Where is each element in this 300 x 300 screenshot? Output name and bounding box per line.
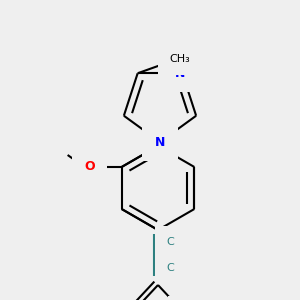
Text: O: O: [84, 160, 95, 173]
Text: C: C: [166, 237, 174, 247]
Text: N: N: [155, 136, 165, 148]
Text: N: N: [175, 67, 185, 80]
Text: CH₃: CH₃: [169, 54, 190, 64]
Text: C: C: [166, 263, 174, 273]
